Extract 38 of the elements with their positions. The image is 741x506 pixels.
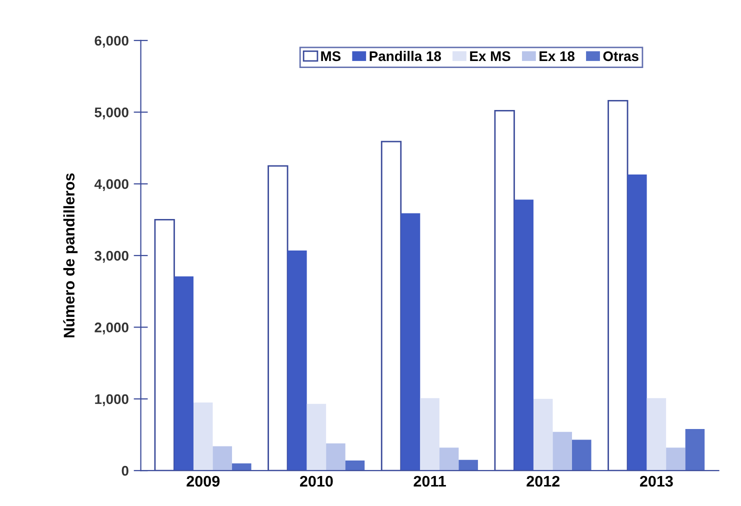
y-tick-label: 3,000 xyxy=(94,250,128,263)
y-axis-title: Número de pandilleros xyxy=(63,173,78,338)
y-tick-label: 6,000 xyxy=(94,36,128,48)
x-tick-label: 2011 xyxy=(414,476,446,487)
bar xyxy=(514,200,534,471)
bar xyxy=(685,429,705,471)
y-tick-label: 1,000 xyxy=(95,394,128,406)
bar xyxy=(306,404,326,471)
bar xyxy=(232,463,252,471)
legend-label: Otras xyxy=(603,51,638,62)
y-tick-label: 0 xyxy=(122,466,128,476)
x-tick-label: 2013 xyxy=(640,476,673,487)
bar xyxy=(288,250,307,471)
bar xyxy=(400,213,420,471)
legend-label: MS xyxy=(321,51,341,62)
bar xyxy=(533,398,553,471)
bar xyxy=(174,276,194,471)
bar xyxy=(345,460,365,471)
bar xyxy=(646,398,666,471)
legend-label: Ex MS xyxy=(470,51,510,62)
bar xyxy=(420,398,440,471)
legend-label: Pandilla 18 xyxy=(370,50,441,62)
y-tick-label: 2,000 xyxy=(94,322,128,334)
y-tick-label: 4,000 xyxy=(94,179,128,192)
y-tick-label: 5,000 xyxy=(94,108,128,120)
bar xyxy=(326,443,346,471)
x-tick-label: 2009 xyxy=(186,476,220,487)
x-tick-label: 2012 xyxy=(526,476,560,487)
bar xyxy=(666,448,686,471)
bar xyxy=(552,432,572,471)
bar xyxy=(458,460,478,471)
x-tick-label: 2010 xyxy=(300,476,333,487)
bar xyxy=(439,448,459,471)
bar xyxy=(212,446,232,471)
bar xyxy=(193,402,213,471)
bar xyxy=(572,440,592,471)
bar xyxy=(628,174,647,471)
legend-label: Ex 18 xyxy=(540,51,575,62)
